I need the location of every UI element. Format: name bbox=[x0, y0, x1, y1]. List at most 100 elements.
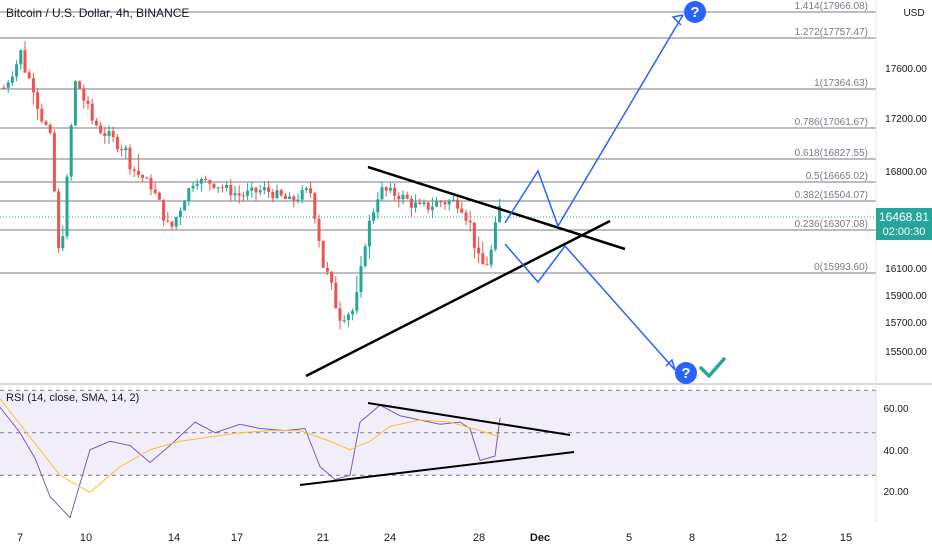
candle-body bbox=[468, 220, 472, 223]
candle-body bbox=[145, 177, 149, 179]
candle-body bbox=[187, 188, 191, 202]
candle-body bbox=[128, 147, 132, 170]
candle-body bbox=[157, 192, 161, 200]
candle-body bbox=[90, 103, 94, 121]
candle-body bbox=[115, 137, 119, 150]
candle-body bbox=[153, 189, 157, 193]
rsi-tick-label: 40.00 bbox=[883, 446, 908, 457]
candle-body bbox=[321, 240, 325, 268]
fib-level-label: 0.382(16504.07) bbox=[795, 190, 868, 201]
candle-body bbox=[317, 218, 321, 241]
candle-body bbox=[19, 50, 23, 65]
candle-body bbox=[44, 121, 48, 125]
rsi-tick-label: 20.00 bbox=[883, 487, 908, 498]
candle-body bbox=[174, 217, 178, 227]
candle-body bbox=[27, 72, 31, 79]
candle-body bbox=[162, 199, 166, 221]
candle-body bbox=[241, 195, 245, 197]
time-tick-label: 8 bbox=[689, 532, 695, 544]
candle-body bbox=[384, 187, 388, 191]
candle-body bbox=[359, 266, 363, 293]
fib-level-label: 0(15993.60) bbox=[814, 262, 868, 273]
candle-body bbox=[388, 187, 392, 191]
candle-body bbox=[178, 210, 182, 218]
candle-body bbox=[296, 199, 300, 201]
chart-title: Bitcoin / U.S. Dollar, 4h, BINANCE bbox=[6, 6, 190, 20]
candle-body bbox=[485, 264, 489, 266]
candle-body bbox=[132, 169, 136, 171]
candle-body bbox=[216, 187, 220, 189]
candle-body bbox=[262, 187, 266, 191]
candle-body bbox=[426, 202, 430, 210]
candle-body bbox=[149, 178, 153, 190]
candle-body bbox=[304, 188, 308, 190]
candle-body bbox=[220, 187, 224, 189]
bullish-projection-path bbox=[504, 14, 684, 228]
trendlines bbox=[305, 14, 684, 378]
check-mark-icon bbox=[699, 357, 726, 378]
candle-body bbox=[309, 188, 313, 194]
candle-body bbox=[99, 125, 103, 134]
candle-body bbox=[52, 132, 56, 192]
candle-body bbox=[472, 222, 476, 248]
candle-body bbox=[258, 190, 262, 193]
price-tick-label: 15700.00 bbox=[885, 318, 927, 329]
candle-body bbox=[414, 202, 418, 208]
candle-body bbox=[120, 149, 124, 151]
candle-body bbox=[447, 200, 451, 205]
candle-body bbox=[10, 76, 14, 83]
candle-body bbox=[351, 310, 355, 315]
candle-body bbox=[464, 212, 468, 221]
candle-body bbox=[355, 292, 359, 311]
candle-body bbox=[409, 198, 413, 208]
current-price-tag: 16468.81 02:00:30 bbox=[876, 208, 932, 240]
candle-body bbox=[430, 206, 434, 210]
bearish-projection-path bbox=[504, 243, 676, 371]
candle-body bbox=[61, 236, 65, 249]
candle-body bbox=[283, 195, 287, 200]
time-tick-label: 5 bbox=[626, 532, 632, 544]
candle-body bbox=[191, 185, 195, 189]
price-tick-label: 16100.00 bbox=[885, 264, 927, 275]
fib-level-label: 0.236(16307.08) bbox=[795, 219, 868, 230]
fib-level-label: 1.272(17757.47) bbox=[795, 27, 868, 38]
bearish-arrowhead bbox=[665, 358, 676, 371]
candle-body bbox=[57, 191, 61, 249]
rsi-sma-line bbox=[0, 398, 501, 493]
time-tick-label: 28 bbox=[473, 532, 485, 544]
candle-body bbox=[233, 193, 237, 196]
candle-body bbox=[141, 174, 145, 178]
time-tick-label: 12 bbox=[775, 532, 787, 544]
svg-text:?: ? bbox=[690, 4, 699, 21]
price-tick-label: 17200.00 bbox=[885, 114, 927, 125]
candle-body bbox=[443, 202, 447, 205]
candle-body bbox=[380, 187, 384, 200]
candle-body bbox=[225, 184, 229, 188]
candle-body bbox=[346, 314, 350, 321]
question-mark-icon: ? bbox=[675, 362, 697, 384]
candle-body bbox=[246, 190, 250, 196]
candle-body bbox=[48, 124, 52, 133]
candle-body bbox=[111, 131, 115, 138]
candle-body bbox=[363, 246, 367, 267]
candle-body bbox=[477, 247, 481, 254]
candle-body bbox=[166, 220, 170, 222]
time-tick-label: 24 bbox=[384, 532, 396, 544]
rsi-tick-label: 60.00 bbox=[883, 404, 908, 415]
candle-body bbox=[237, 193, 241, 196]
candle-body bbox=[73, 81, 77, 126]
candle-body bbox=[279, 190, 283, 196]
question-mark-icon: ? bbox=[684, 1, 706, 23]
candle-body bbox=[31, 78, 35, 93]
candle-body bbox=[23, 50, 27, 73]
candle-body bbox=[401, 194, 405, 200]
candle-body bbox=[338, 308, 342, 321]
candle-body bbox=[199, 179, 203, 184]
candle-body bbox=[267, 187, 271, 192]
candle-body bbox=[498, 205, 502, 223]
fibonacci-levels: 1.414(17966.08) 1.272(17757.47) 1(17364.63… bbox=[0, 1, 876, 274]
candle-body bbox=[86, 100, 90, 104]
candle-body bbox=[124, 147, 128, 151]
bullish-arrowhead bbox=[671, 14, 684, 26]
